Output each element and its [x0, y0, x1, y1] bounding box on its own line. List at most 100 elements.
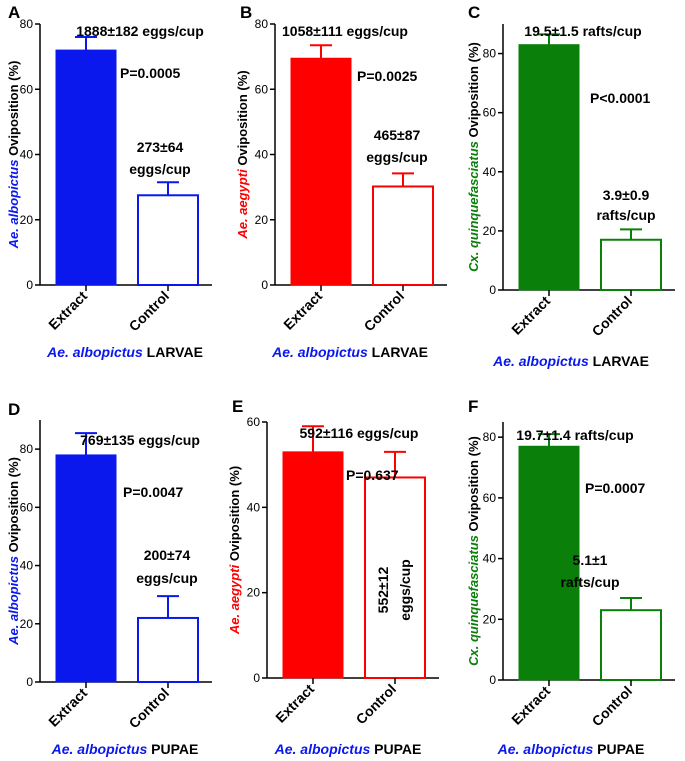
annotation: rafts/cup [560, 574, 619, 590]
panel-f: F 0 20 40 60 80 Extract Control Cx. quinquefasci… [466, 397, 675, 757]
annotation: P=0.0025 [357, 68, 418, 84]
y-axis-label-species: Ae. albopictus [6, 556, 21, 646]
y-axis-label: Ae. albopictus Oviposition (%) [6, 61, 21, 250]
y-axis-label-species: Ae. aegypti [235, 169, 250, 240]
y-tick-label: 40 [255, 148, 269, 162]
y-tick-label: 0 [26, 278, 33, 292]
y-tick-label: 60 [20, 500, 34, 514]
bar-extract [55, 454, 117, 683]
y-axis-label-text: Oviposition (%) [466, 436, 481, 535]
panel-b: B 0 20 40 60 80 Extract Control Ae. aegypti Ovip… [235, 3, 447, 360]
category-label: Extract [272, 681, 317, 726]
panel-caption-species: Ae. albopictus [274, 741, 371, 757]
y-tick-label: 20 [255, 213, 269, 227]
bar-control [600, 238, 662, 291]
y-tick-label: 20 [20, 617, 34, 631]
panel-caption: Ae. albopictus LARVAE [492, 353, 649, 369]
bar-control [372, 185, 434, 286]
bar-extract [518, 445, 580, 681]
annotation: P=0.637 [346, 467, 399, 483]
annotation: 19.7±1.4 rafts/cup [516, 427, 633, 443]
panel-d: D 0 20 40 60 80 Extract Control Ae. albopictus O… [6, 400, 212, 757]
y-tick-label: 0 [261, 278, 268, 292]
y-tick-label: 60 [20, 82, 34, 96]
y-axis-label: Cx. quinquefasciatus Oviposition (%) [466, 42, 481, 272]
y-axis-label-text: Oviposition (%) [227, 466, 242, 565]
panel-caption-stage: LARVAE [589, 353, 649, 369]
y-axis-label-species: Ae. albopictus [6, 160, 21, 250]
bar-extract [290, 57, 352, 286]
y-axis-label: Cx. quinquefasciatus Oviposition (%) [466, 436, 481, 666]
panel-caption: Ae. albopictus PUPAE [51, 741, 199, 757]
annotation: 552±12 [375, 566, 391, 613]
bar-control [137, 194, 199, 286]
y-tick-label: 60 [483, 106, 497, 120]
panel-caption: Ae. albopictus PUPAE [497, 741, 645, 757]
y-tick-label: 40 [247, 500, 261, 514]
bar-extract [282, 451, 344, 679]
y-tick-label: 20 [20, 213, 34, 227]
category-label: Extract [45, 685, 90, 730]
panel-caption-stage: PUPAE [370, 741, 421, 757]
annotation: eggs/cup [397, 559, 413, 620]
y-tick-label: 80 [255, 17, 269, 31]
panel-caption-species: Ae. albopictus [46, 344, 143, 360]
category-label: Extract [508, 683, 553, 728]
panel-caption: Ae. albopictus LARVAE [46, 344, 203, 360]
panel-a: A 0 20 40 60 80 Extract Control Ae. albopictus O… [6, 3, 212, 360]
panel-caption-stage: LARVAE [143, 344, 203, 360]
y-tick-label: 40 [20, 148, 34, 162]
y-axis-label-text: Oviposition (%) [6, 457, 21, 556]
annotation: 1888±182 eggs/cup [76, 23, 204, 39]
panel-caption-species: Ae. albopictus [271, 344, 368, 360]
y-axis-label-species: Cx. quinquefasciatus [466, 535, 481, 666]
annotation: 1058±111 eggs/cup [282, 23, 408, 39]
y-tick-label: 60 [255, 82, 269, 96]
annotation: P<0.0001 [590, 90, 651, 106]
panel-caption-species: Ae. albopictus [497, 741, 594, 757]
panel-letter: A [8, 3, 20, 22]
y-axis-label-text: Oviposition (%) [466, 42, 481, 141]
panel-caption: Ae. albopictus LARVAE [271, 344, 428, 360]
y-tick-label: 20 [483, 224, 497, 238]
y-tick-label: 80 [20, 17, 34, 31]
y-axis-label: Ae. albopictus Oviposition (%) [6, 457, 21, 646]
panel-e: E 0 20 40 60 Extract Control Ae. aegypti Ovipos… [227, 397, 439, 757]
panel-letter: D [8, 400, 20, 419]
panel-caption-stage: LARVAE [368, 344, 428, 360]
category-label: Extract [280, 288, 325, 333]
bar-extract [518, 44, 580, 291]
panel-caption-species: Ae. albopictus [492, 353, 589, 369]
annotation: eggs/cup [366, 149, 427, 165]
y-tick-label: 80 [20, 442, 34, 456]
y-axis-label-text: Oviposition (%) [235, 70, 250, 169]
category-label: Extract [45, 288, 90, 333]
y-tick-label: 40 [20, 559, 34, 573]
y-tick-label: 0 [253, 671, 260, 685]
bar-control [364, 476, 426, 680]
y-axis-label-text: Oviposition (%) [6, 61, 21, 160]
panel-caption-stage: PUPAE [147, 741, 198, 757]
category-label: Control [353, 681, 400, 728]
y-tick-label: 40 [483, 552, 497, 566]
annotation: 3.9±0.9 [603, 187, 650, 203]
annotation: rafts/cup [596, 207, 655, 223]
panel-caption-stage: PUPAE [593, 741, 644, 757]
category-label: Control [361, 288, 408, 335]
y-tick-label: 60 [483, 491, 497, 505]
annotation: 592±116 eggs/cup [300, 425, 419, 441]
panel-letter: E [232, 397, 243, 416]
y-axis-label-species: Cx. quinquefasciatus [466, 141, 481, 272]
annotation: 5.1±1 [573, 552, 608, 568]
annotation: 769±135 eggs/cup [80, 432, 200, 448]
y-tick-label: 0 [489, 283, 496, 297]
y-tick-label: 60 [247, 415, 261, 429]
y-tick-label: 80 [483, 430, 497, 444]
annotation: eggs/cup [129, 161, 190, 177]
annotation: P=0.0007 [585, 480, 646, 496]
y-axis-label-species: Ae. aegypti [227, 564, 242, 635]
annotation: 200±74 [144, 547, 191, 563]
y-tick-label: 20 [247, 586, 261, 600]
category-label: Extract [508, 293, 553, 338]
